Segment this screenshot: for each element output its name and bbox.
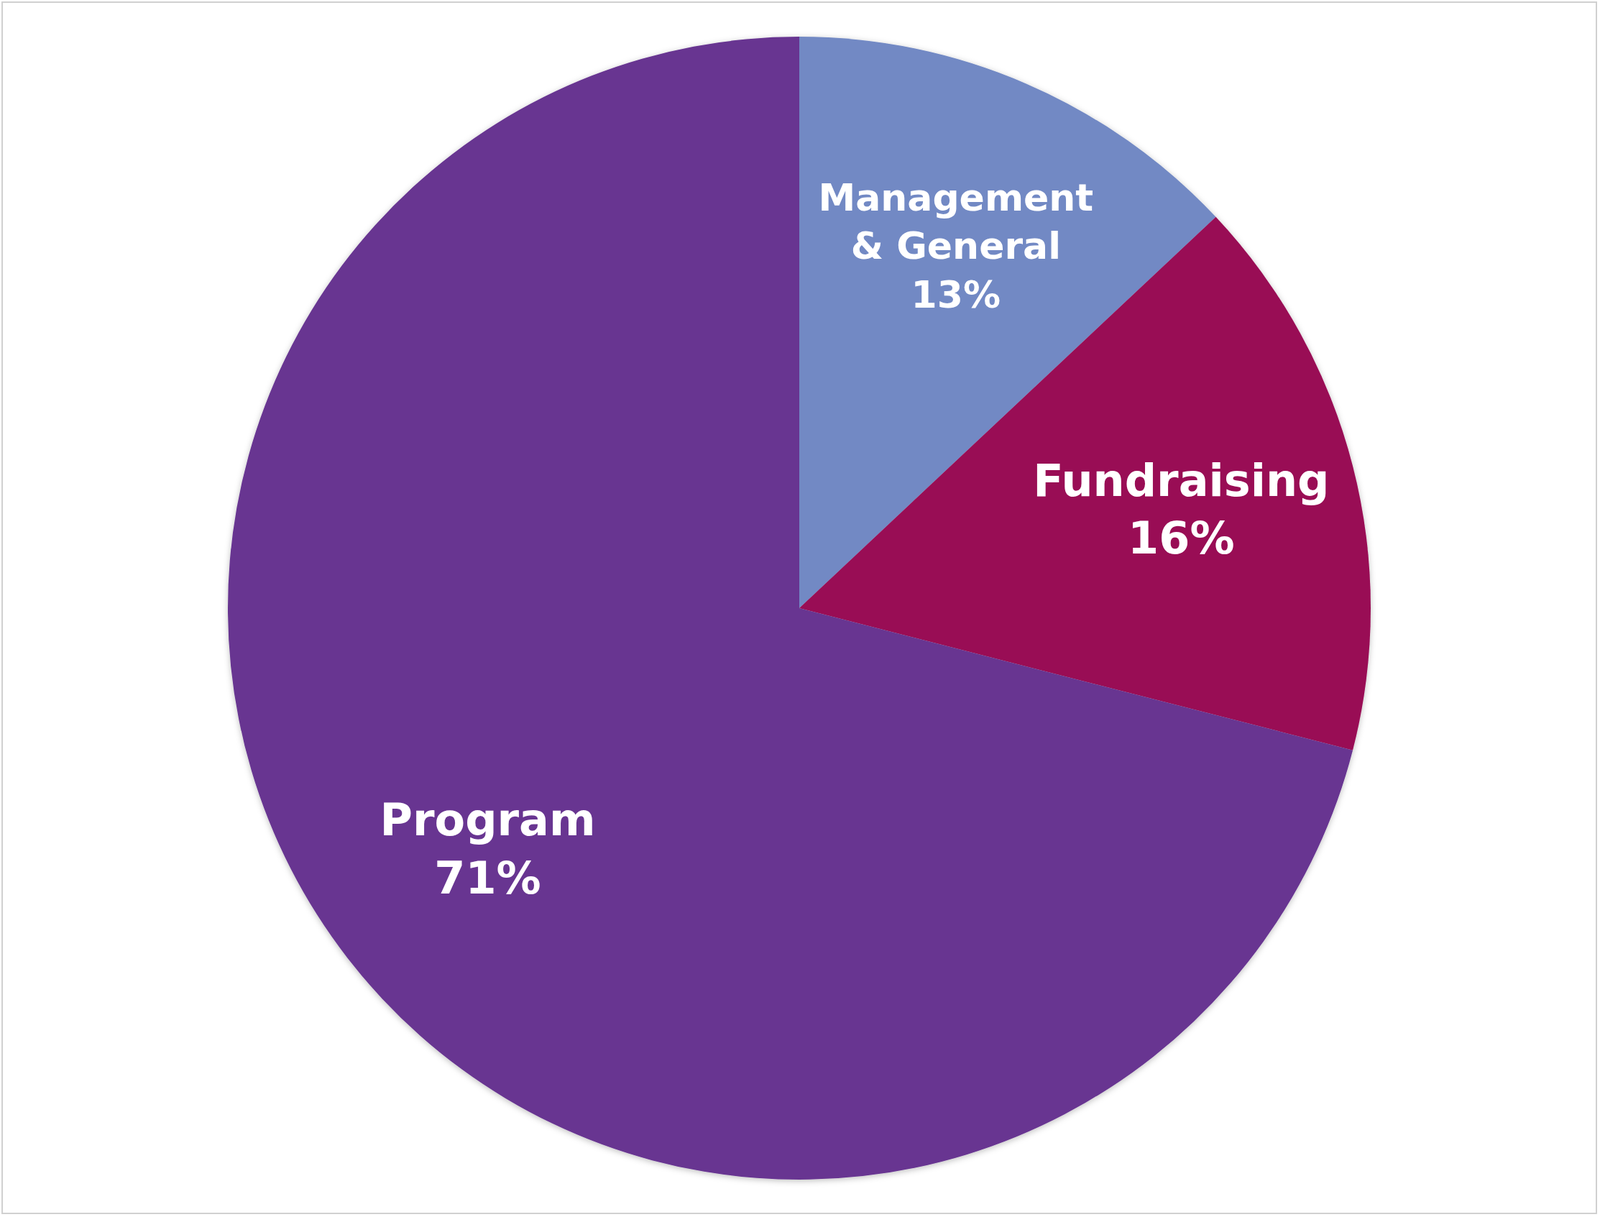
slice-label: Program71% — [322, 792, 654, 908]
data-label: 13% — [812, 270, 1100, 320]
pie-chart — [0, 0, 1600, 1217]
data-label: 16% — [1015, 510, 1347, 569]
category-name: Program — [322, 792, 654, 851]
category-name: Management & General — [812, 173, 1100, 271]
data-label: 71% — [322, 849, 654, 908]
slice-label: Management & General13% — [812, 173, 1100, 320]
category-name: Fundraising — [1015, 452, 1347, 511]
slice-label: Fundraising16% — [1015, 452, 1347, 568]
slice — [227, 36, 1353, 1180]
slices — [227, 36, 1371, 1180]
